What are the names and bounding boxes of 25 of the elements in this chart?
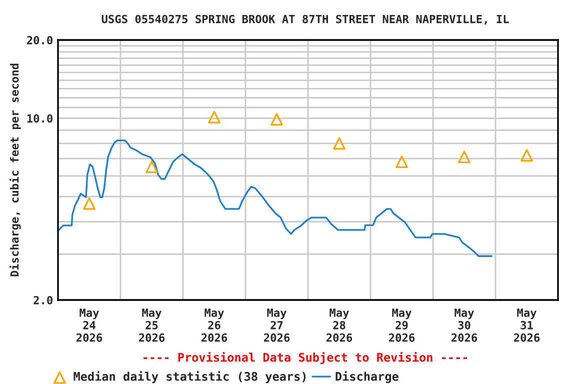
y-tick-label: 2.0	[34, 296, 52, 304]
legend-label: Discharge	[336, 371, 398, 384]
point	[396, 156, 408, 168]
x-tick-label: May 24 2026	[76, 308, 102, 342]
point	[208, 110, 220, 124]
x-tick-label: May 27 2026	[264, 308, 290, 342]
x-tick-label: May 30 2026	[451, 308, 478, 342]
point	[83, 197, 96, 210]
legend-label: Median daily statistic (38 years)	[74, 371, 306, 384]
y-axis-title: Discharge, cubic feet per second	[9, 64, 21, 276]
x-tick-label: May 29 2026	[388, 308, 415, 342]
x-tick-label: May 28 2026	[326, 308, 352, 342]
point	[333, 137, 346, 150]
text: ---- Provisional Data Subject to Revision ----	[144, 352, 468, 364]
point	[458, 150, 470, 164]
y-tick-label: 10.0	[27, 114, 52, 123]
x-tick-label: May 25 2026	[138, 308, 165, 342]
chart-title: USGS 05540275 SPRING BROOK AT 87TH STREET NEAR NAPERVILLE, IL	[102, 14, 509, 25]
point	[270, 113, 283, 126]
line-series	[58, 140, 492, 257]
x-tick-label: May 31 2026	[514, 308, 540, 342]
point	[146, 160, 158, 174]
x-tick-label: May 26 2026	[201, 308, 228, 342]
point	[520, 149, 533, 162]
y-tick-label: 20.0	[27, 36, 52, 44]
